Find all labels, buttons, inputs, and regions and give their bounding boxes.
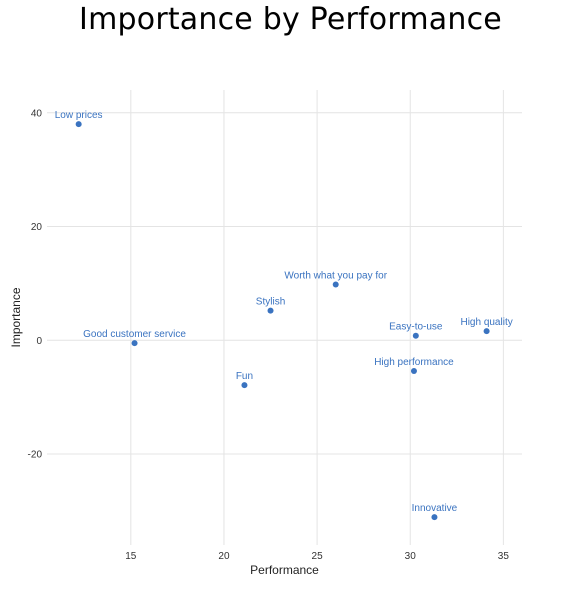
x-tick-label: 35 <box>498 551 510 562</box>
data-point[interactable] <box>241 382 248 389</box>
data-label: Innovative <box>412 503 458 514</box>
data-point[interactable] <box>131 340 138 347</box>
x-axis-title: Performance <box>250 563 319 577</box>
x-tick-label: 15 <box>125 551 137 562</box>
x-tick-label: 20 <box>218 551 230 562</box>
y-axis-title: Importance <box>9 287 23 347</box>
y-tick-label: -20 <box>28 450 43 461</box>
y-tick-label: 0 <box>36 336 42 347</box>
data-label: High performance <box>374 357 454 368</box>
y-tick-label: 20 <box>31 222 43 233</box>
data-label: Fun <box>236 371 253 382</box>
x-tick-label: 25 <box>312 551 324 562</box>
x-tick-label: 30 <box>405 551 417 562</box>
data-label: Easy-to-use <box>389 322 443 333</box>
data-point[interactable] <box>332 281 339 288</box>
y-tick-label: 40 <box>31 108 43 119</box>
data-point[interactable] <box>412 332 419 339</box>
gridlines <box>47 90 522 545</box>
data-point[interactable] <box>267 307 274 314</box>
chart-title: Importance by Performance <box>79 2 502 37</box>
data-point[interactable] <box>75 121 82 128</box>
data-point[interactable] <box>431 514 438 521</box>
data-label: Stylish <box>256 297 285 308</box>
data-label: High quality <box>460 317 512 328</box>
data-label: Worth what you pay for <box>284 271 387 282</box>
data-points[interactable]: Low prices Good customer service Worth wha… <box>55 110 513 521</box>
tick-labels: 15 20 25 30 35 40 20 0 -20 <box>28 108 510 562</box>
data-point[interactable] <box>410 367 417 374</box>
data-label: Good customer service <box>83 329 186 340</box>
data-label: Low prices <box>55 110 103 121</box>
data-point[interactable] <box>483 328 490 335</box>
